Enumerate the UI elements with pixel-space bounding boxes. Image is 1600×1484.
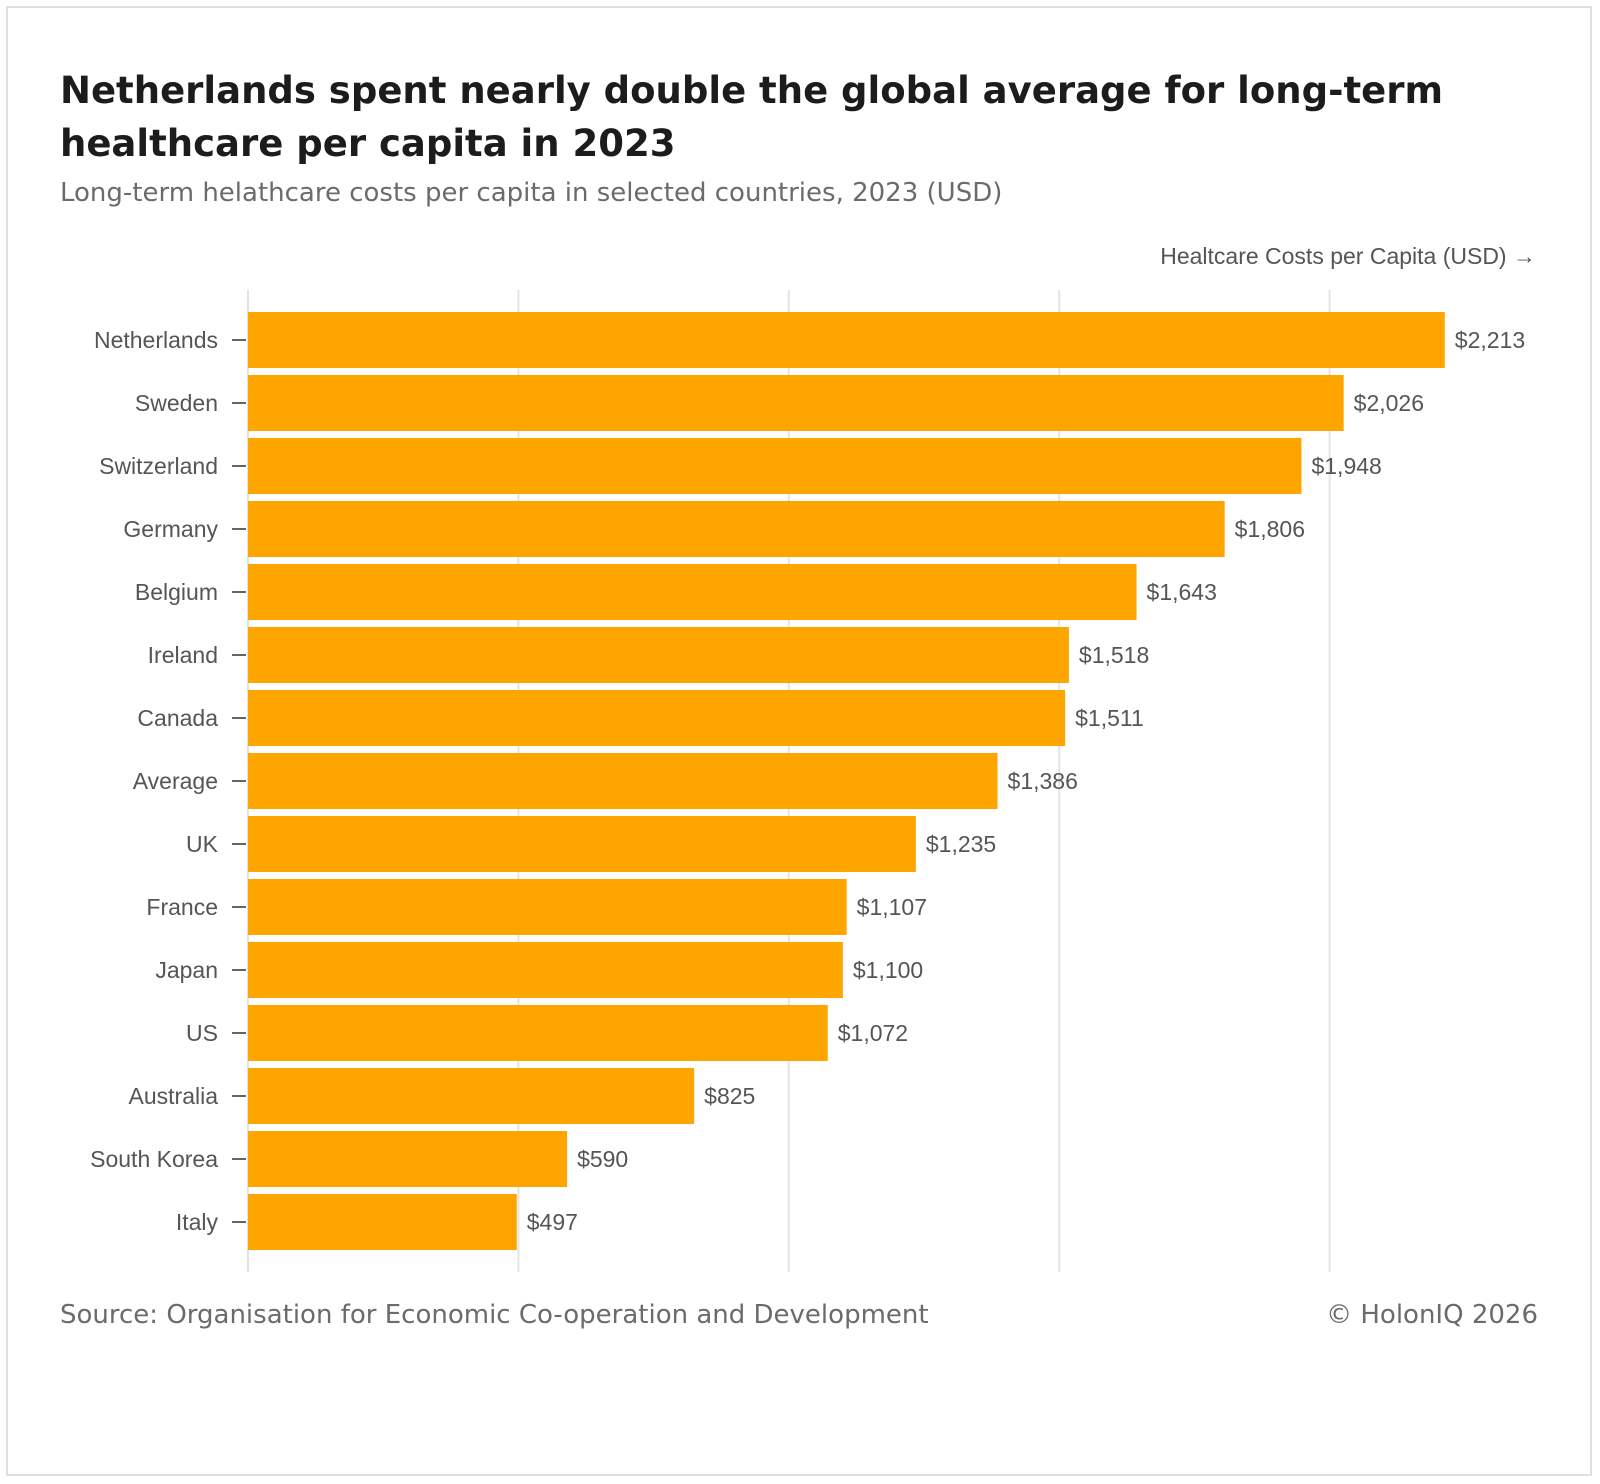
bar-ireland: [248, 627, 1069, 683]
bar-uk: [248, 816, 916, 872]
x-axis-title: Healtcare Costs per Capita (USD) →: [1160, 243, 1536, 269]
y-label-netherlands: Netherlands: [94, 327, 218, 353]
value-label-uk: $1,235: [926, 831, 996, 857]
value-label-italy: $497: [527, 1209, 578, 1235]
bar-france: [248, 879, 847, 935]
y-label-germany: Germany: [123, 516, 218, 542]
bar-germany: [248, 501, 1225, 557]
chart-subtitle: Long-term helathcare costs per capita in…: [60, 178, 1003, 208]
value-label-japan: $1,100: [853, 957, 923, 983]
bar-switzerland: [248, 438, 1302, 494]
y-label-italy: Italy: [176, 1209, 219, 1235]
y-label-ireland: Ireland: [148, 642, 218, 668]
value-label-canada: $1,511: [1075, 705, 1144, 731]
bar-italy: [248, 1194, 517, 1250]
value-label-average: $1,386: [1008, 768, 1078, 794]
value-label-switzerland: $1,948: [1311, 453, 1381, 479]
bar-japan: [248, 942, 843, 998]
value-label-us: $1,072: [838, 1020, 908, 1046]
value-label-germany: $1,806: [1235, 516, 1305, 542]
y-label-sweden: Sweden: [135, 390, 218, 416]
y-label-australia: Australia: [129, 1083, 219, 1109]
value-label-ireland: $1,518: [1079, 642, 1149, 668]
bars: Netherlands $2,213 Sweden $2,026 Switzerland…: [90, 312, 1525, 1250]
bar-canada: [248, 690, 1066, 746]
y-label-south-korea: South Korea: [90, 1146, 218, 1172]
bar-sweden: [248, 375, 1344, 431]
value-label-sweden: $2,026: [1354, 390, 1424, 416]
y-label-france: France: [146, 894, 218, 920]
bar-south-korea: [248, 1131, 568, 1187]
source-note: Source: Organisation for Economic Co-ope…: [60, 1300, 929, 1330]
y-label-japan: Japan: [155, 957, 218, 983]
y-label-belgium: Belgium: [135, 579, 218, 605]
chart-title: Netherlands spent nearly double the glob…: [60, 69, 1444, 165]
value-label-france: $1,107: [857, 894, 927, 920]
y-label-us: US: [186, 1020, 218, 1046]
bar-average: [248, 753, 998, 809]
value-label-belgium: $1,643: [1147, 579, 1217, 605]
bar-belgium: [248, 564, 1137, 620]
y-label-canada: Canada: [137, 705, 218, 731]
value-label-netherlands: $2,213: [1455, 327, 1525, 353]
value-label-australia: $825: [704, 1083, 755, 1109]
bar-us: [248, 1005, 828, 1061]
copyright-note: © HolonIQ 2026: [1326, 1300, 1538, 1330]
bar-netherlands: [248, 312, 1445, 368]
y-label-uk: UK: [186, 831, 219, 857]
y-label-average: Average: [133, 768, 218, 794]
bar-australia: [248, 1068, 695, 1124]
value-label-south-korea: $590: [577, 1146, 628, 1172]
y-label-switzerland: Switzerland: [99, 453, 218, 479]
